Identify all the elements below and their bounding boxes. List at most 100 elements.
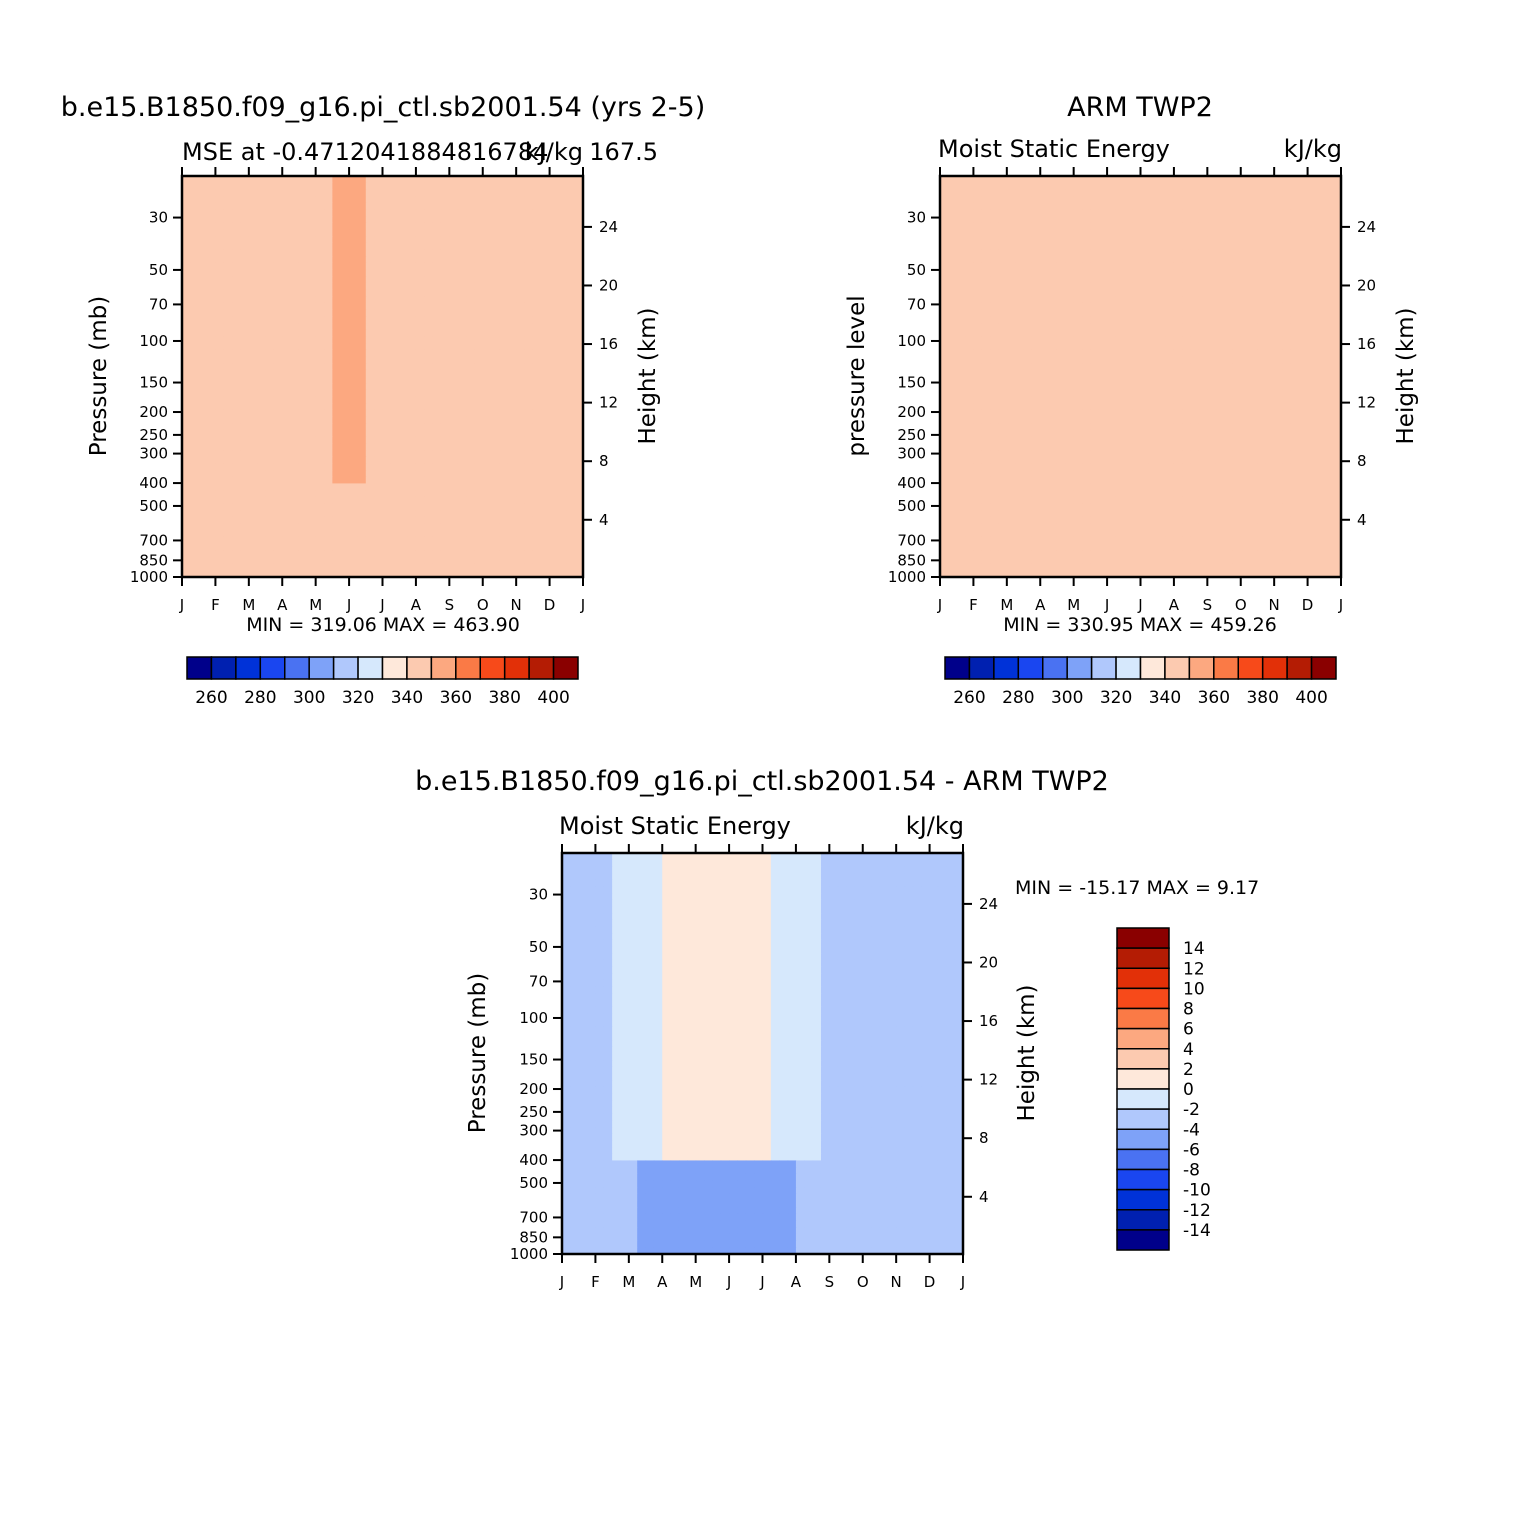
contour-cell: [215, 403, 225, 411]
contour-cell: [1056, 229, 1066, 237]
contour-cell: [232, 276, 242, 284]
contour-cell: [482, 570, 492, 578]
contour-cell: [265, 416, 275, 424]
contour-cell: [541, 202, 551, 211]
contour-cell: [357, 376, 367, 384]
contour-cell: [232, 256, 242, 264]
contour-cell: [1265, 403, 1275, 411]
contour-cell: [549, 316, 559, 324]
contour-cell: [407, 343, 417, 351]
contour-cell: [215, 530, 225, 538]
contour-cell: [1232, 269, 1242, 277]
contour-cell: [282, 302, 292, 311]
contour-cell: [1148, 429, 1158, 438]
contour-cell: [507, 262, 517, 271]
contour-cell: [482, 349, 492, 358]
contour-cell: [1240, 396, 1250, 404]
contour-cell: [1031, 423, 1041, 431]
contour-cell: [298, 510, 308, 518]
contour-cell: [1324, 236, 1334, 244]
contour-cell: [990, 443, 1000, 451]
contour-cell: [223, 450, 233, 458]
contour-cell: [307, 503, 317, 511]
contour-cell: [981, 409, 991, 418]
contour-cell: [482, 202, 492, 211]
contour-cell: [257, 563, 267, 571]
contour-cell: [190, 556, 200, 565]
contour-cell: [1274, 416, 1284, 424]
contour-cell: [491, 182, 501, 190]
contour-cell: [248, 316, 258, 324]
contour-cell: [1123, 396, 1133, 404]
contour-cell: [1140, 336, 1150, 344]
contour-cell: [574, 496, 584, 505]
contour-cell: [566, 249, 576, 257]
contour-cell: [1148, 363, 1158, 371]
contour-cell: [532, 229, 542, 237]
contour-cell: [507, 450, 517, 458]
contour-cell: [965, 343, 975, 351]
contour-cell: [474, 209, 484, 217]
contour-cell: [491, 309, 501, 317]
contour-cell: [1015, 423, 1025, 431]
contour-cell: [1132, 229, 1142, 237]
contour-cell: [516, 216, 526, 224]
contour-cell: [240, 236, 250, 244]
contour-cell: [248, 510, 258, 518]
contour-cell: [1182, 383, 1192, 391]
contour-cell: [557, 336, 567, 344]
contour-cell: [215, 302, 225, 311]
contour-cell: [524, 476, 534, 485]
contour-cell: [349, 282, 359, 291]
contour-cell: [1065, 289, 1075, 297]
contour-cell: [374, 316, 384, 324]
contour-cell: [198, 503, 208, 511]
contour-cell: [357, 309, 367, 317]
contour-cell: [1065, 269, 1075, 277]
contour-cell: [340, 409, 350, 418]
colorbar-label: 380: [488, 688, 520, 708]
contour-cell: [1023, 349, 1033, 358]
contour-cell: [349, 363, 359, 371]
contour-cell: [1190, 403, 1200, 411]
contour-cell: [1090, 269, 1100, 277]
contour-cell: [1182, 429, 1192, 438]
contour-cell: [482, 222, 492, 231]
contour-cell: [298, 389, 308, 398]
contour-cell: [1023, 222, 1033, 231]
contour-cell: [265, 216, 275, 224]
contour-cell: [223, 309, 233, 317]
contour-cell: [1299, 282, 1309, 291]
contour-cell: [248, 416, 258, 424]
contour-cell: [198, 202, 208, 211]
contour-cell: [499, 443, 509, 451]
contour-cell: [440, 182, 450, 190]
contour-cell: [307, 282, 317, 291]
contour-cell: [1332, 343, 1342, 351]
contour-cell: [474, 336, 484, 344]
contour-cell: [340, 483, 350, 491]
contour-cell: [449, 563, 459, 571]
contour-cell: [265, 356, 275, 364]
contour-cell: [557, 409, 567, 418]
contour-cell: [365, 470, 375, 478]
contour-cell: [1031, 249, 1041, 257]
contour-cell: [507, 490, 517, 498]
contour-cell: [424, 269, 434, 277]
contour-cell: [1274, 276, 1284, 284]
contour-cell: [365, 530, 375, 538]
contour-cell: [232, 196, 242, 204]
contour-cell: [190, 242, 200, 251]
contour-cell: [566, 476, 576, 485]
contour-cell: [1307, 403, 1317, 411]
x-tick-label: A: [277, 596, 288, 614]
contour-cell: [223, 336, 233, 344]
contour-cell: [182, 476, 191, 485]
contour-cell: [290, 476, 300, 485]
contour-cell: [248, 403, 258, 411]
contour-cell: [981, 302, 991, 311]
contour-cell: [524, 510, 534, 518]
contour-cell: [491, 336, 501, 344]
contour-cell: [223, 189, 233, 197]
contour-cell: [390, 516, 400, 525]
